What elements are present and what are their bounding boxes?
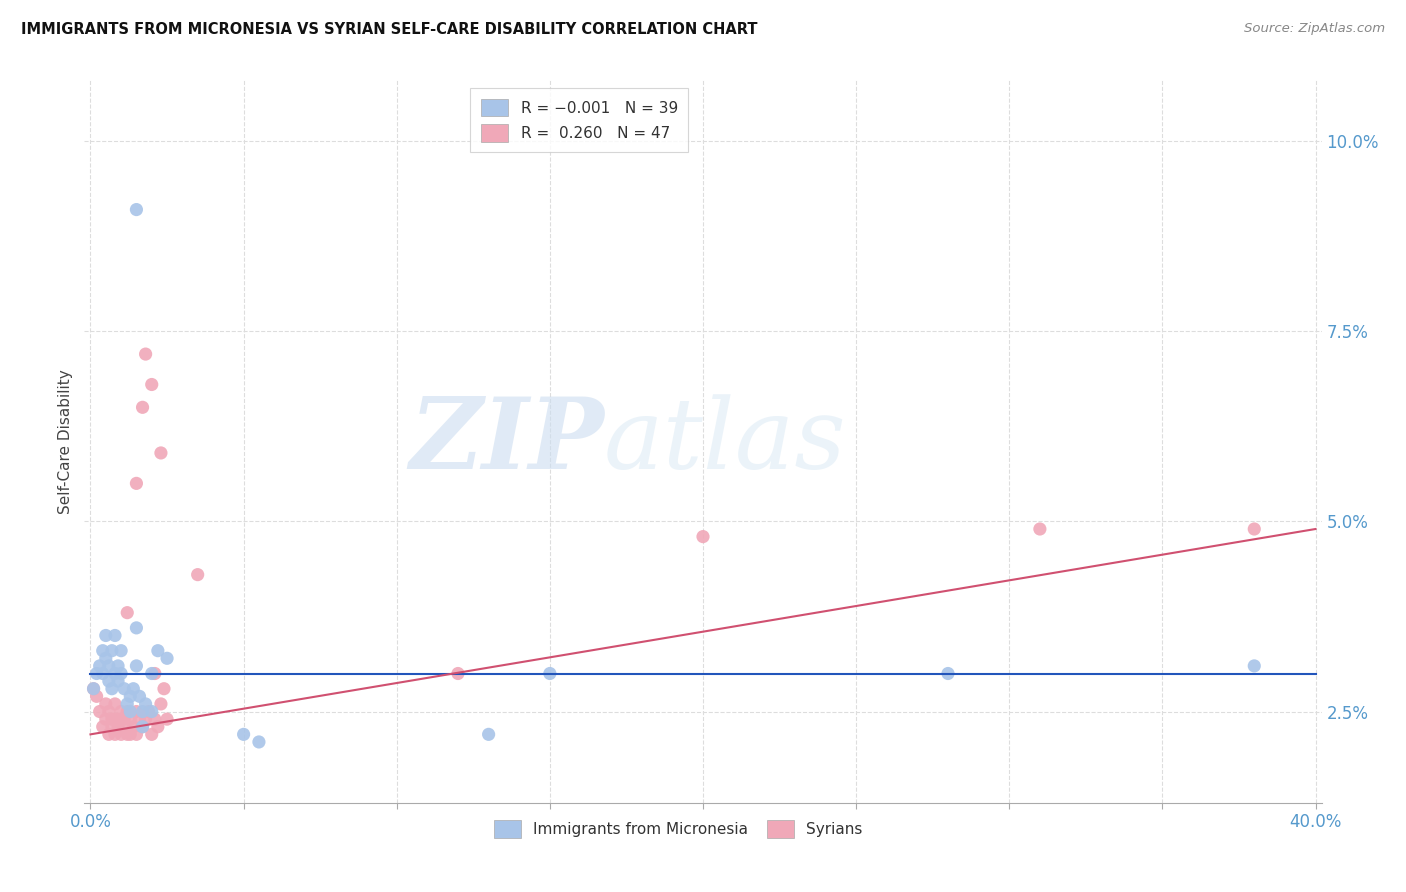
Text: ZIP: ZIP [409, 393, 605, 490]
Point [156, 651, 179, 665]
Point [125, 727, 148, 741]
Point [141, 666, 163, 681]
Point [115, 705, 138, 719]
Point [101, 681, 124, 696]
Text: IMMIGRANTS FROM MICRONESIA VS SYRIAN SELF-CARE DISABILITY CORRELATION CHART: IMMIGRANTS FROM MICRONESIA VS SYRIAN SEL… [21, 22, 758, 37]
Point [138, 705, 160, 719]
Point [104, 628, 127, 642]
Text: atlas: atlas [605, 394, 846, 489]
Point [91, 666, 114, 681]
Point [146, 720, 169, 734]
Point [149, 446, 172, 460]
Legend: Immigrants from Micronesia, Syrians: Immigrants from Micronesia, Syrians [486, 813, 870, 846]
Point [83, 681, 105, 696]
Point [107, 720, 129, 734]
Point [122, 720, 145, 734]
Point [187, 567, 209, 582]
Point [89, 705, 111, 719]
Point [110, 727, 132, 741]
Point [146, 643, 169, 657]
Point [115, 697, 138, 711]
Point [125, 202, 148, 217]
Point [101, 720, 124, 734]
Point [86, 690, 108, 704]
Point [141, 727, 163, 741]
Point [131, 705, 153, 719]
Point [692, 530, 714, 544]
Point [120, 727, 142, 741]
Point [128, 712, 150, 726]
Point [104, 666, 127, 681]
Point [101, 712, 124, 726]
Point [120, 705, 142, 719]
Point [83, 681, 105, 696]
Point [107, 712, 129, 726]
Point [112, 681, 135, 696]
Point [97, 659, 120, 673]
Point [143, 666, 166, 681]
Point [128, 690, 150, 704]
Point [131, 720, 153, 734]
Point [141, 705, 163, 719]
Point [131, 401, 153, 415]
Point [107, 674, 129, 689]
Point [1243, 522, 1265, 536]
Point [538, 666, 561, 681]
Point [110, 643, 132, 657]
Point [135, 712, 157, 726]
Point [125, 621, 148, 635]
Point [1243, 659, 1265, 673]
Point [91, 643, 114, 657]
Point [104, 727, 127, 741]
Point [125, 705, 148, 719]
Point [97, 727, 120, 741]
Point [110, 705, 132, 719]
Point [135, 347, 157, 361]
Point [91, 720, 114, 734]
Point [247, 735, 270, 749]
Point [125, 476, 148, 491]
Point [135, 697, 157, 711]
Point [101, 643, 124, 657]
Text: Source: ZipAtlas.com: Source: ZipAtlas.com [1244, 22, 1385, 36]
Point [120, 712, 142, 726]
Point [149, 697, 172, 711]
Point [232, 727, 254, 741]
Point [94, 712, 117, 726]
Point [1029, 522, 1052, 536]
Point [94, 628, 117, 642]
Y-axis label: Self-Care Disability: Self-Care Disability [58, 369, 73, 514]
Point [143, 712, 166, 726]
Point [936, 666, 959, 681]
Point [478, 727, 501, 741]
Point [156, 712, 179, 726]
Point [120, 690, 142, 704]
Point [97, 674, 120, 689]
Point [104, 697, 127, 711]
Point [112, 720, 135, 734]
Point [153, 681, 176, 696]
Point [94, 651, 117, 665]
Point [86, 666, 108, 681]
Point [447, 666, 470, 681]
Point [131, 720, 153, 734]
Point [125, 659, 148, 673]
Point [112, 712, 135, 726]
Point [122, 681, 145, 696]
Point [115, 727, 138, 741]
Point [110, 666, 132, 681]
Point [141, 377, 163, 392]
Point [89, 659, 111, 673]
Point [97, 705, 120, 719]
Point [94, 697, 117, 711]
Point [107, 659, 129, 673]
Point [115, 606, 138, 620]
